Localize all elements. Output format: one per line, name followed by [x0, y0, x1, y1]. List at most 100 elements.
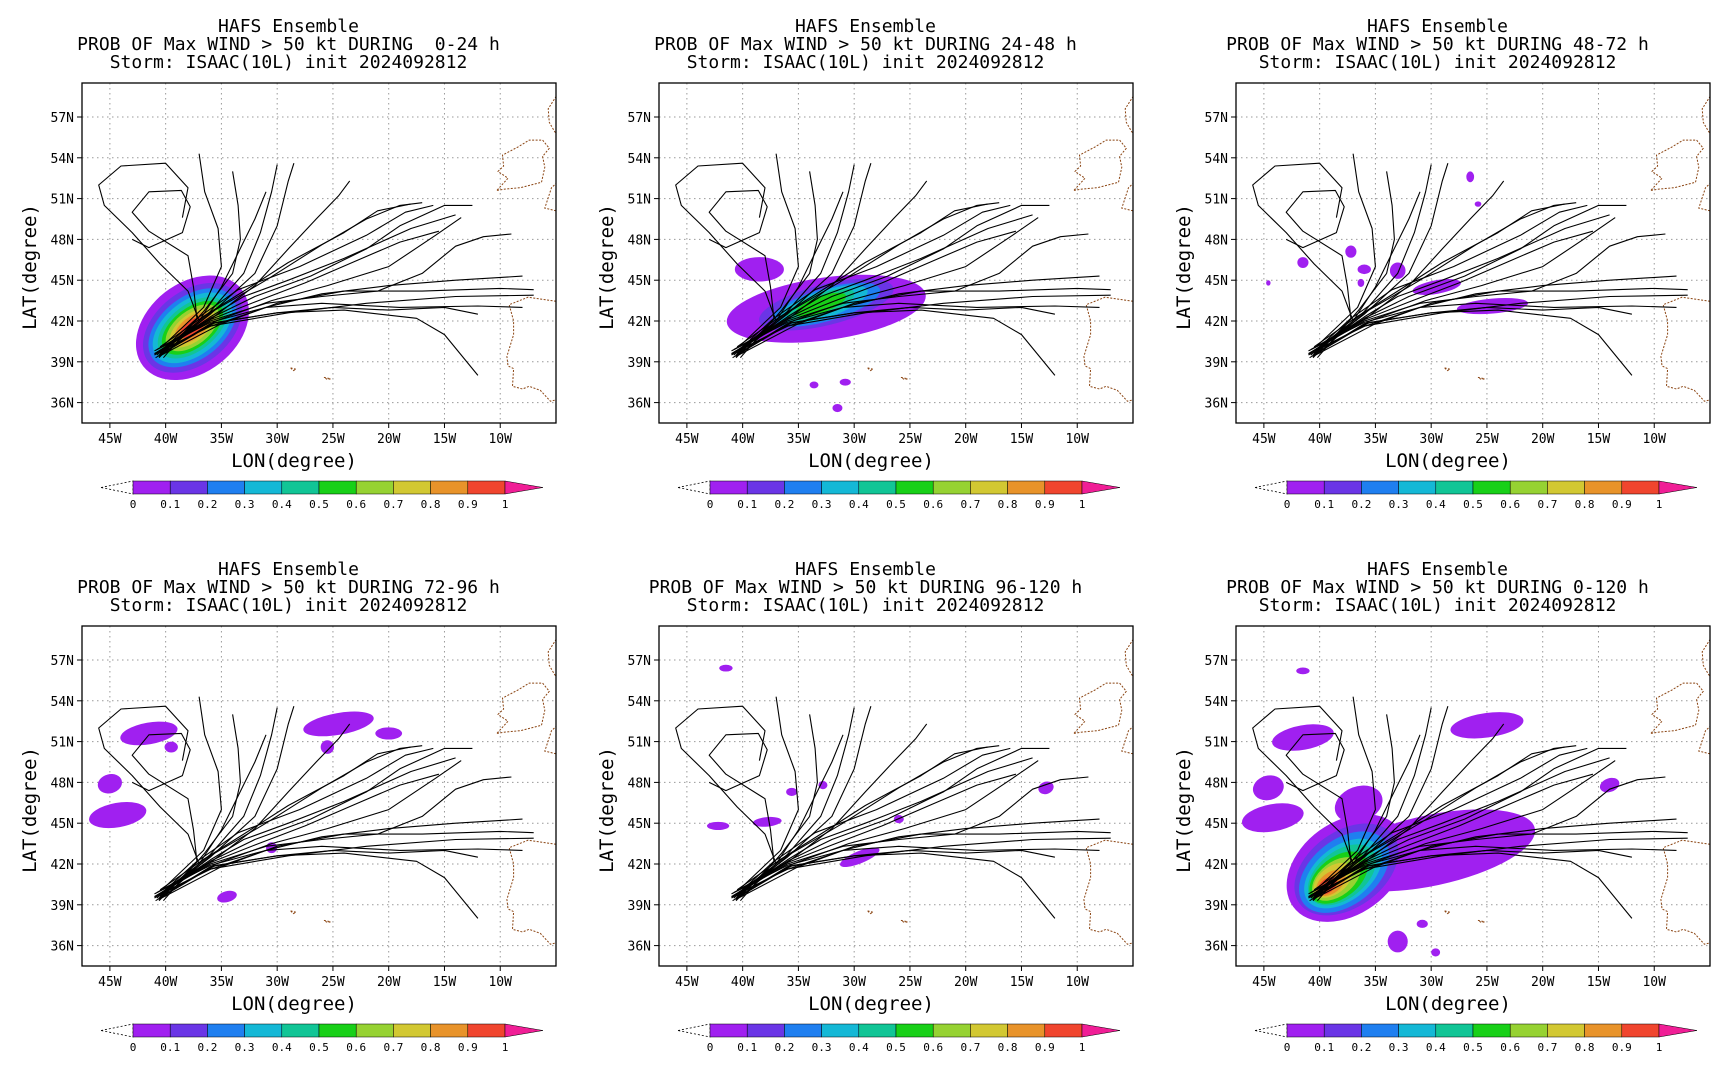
probability-shading	[89, 711, 403, 903]
panel-title-line: PROB OF Max WIND > 50 kt DURING 96-120 h	[648, 577, 1083, 598]
colorbar-swatch	[1361, 1023, 1399, 1038]
y-axis-label: LAT(degree)	[1173, 204, 1195, 330]
colorbar: 0 0.1 0.2 0.3 0.4 0.5 0.6 0.7 0.8 0.9 1	[677, 480, 1121, 511]
ensemble-track	[154, 302, 523, 352]
colorbar-label: 0.7	[383, 1041, 403, 1054]
y-tick-label: 45N	[51, 274, 74, 289]
ensemble-track	[163, 153, 222, 346]
panel-title-line: PROB OF Max WIND > 50 kt DURING 72-96 h	[77, 577, 500, 598]
x-tick-label: 40W	[731, 432, 755, 447]
ensemble-track	[131, 189, 198, 351]
y-tick-label: 54N	[628, 152, 651, 167]
probability-area	[752, 816, 782, 827]
ensemble-track	[156, 773, 440, 894]
x-tick-label: 10W	[1065, 432, 1089, 447]
x-tick-label: 20W	[377, 975, 401, 990]
colorbar-label: 0.1	[1314, 1041, 1334, 1054]
colorbar-swatch	[1286, 1023, 1325, 1038]
colorbar-label: 1	[1079, 1041, 1086, 1054]
x-tick-label: 20W	[377, 432, 401, 447]
colorbar-label: 0.1	[1314, 498, 1334, 511]
colorbar-swatch	[169, 1023, 208, 1038]
colorbar-swatch	[467, 1023, 506, 1038]
plot-frame	[658, 82, 1134, 424]
colorbar-swatch	[132, 1023, 171, 1038]
ensemble-track	[1313, 734, 1421, 898]
colorbar-swatch	[746, 480, 785, 495]
colorbar-label: 0.6	[923, 1041, 943, 1054]
probability-area	[809, 381, 819, 389]
probability-area	[734, 257, 784, 282]
panel-title-line: PROB OF Max WIND > 50 kt DURING 24-48 h	[654, 34, 1077, 55]
panel-title-line: Storm: ISAAC(10L) init 2024092812	[1258, 595, 1617, 616]
colorbar-swatch	[1044, 480, 1083, 495]
colorbar-swatch	[1472, 1023, 1511, 1038]
ensemble-track	[708, 189, 775, 351]
ensemble-track	[156, 776, 512, 896]
ensemble-track	[1308, 302, 1677, 352]
colorbar-label: 0	[130, 1041, 137, 1054]
colorbar-label: 0.9	[458, 1041, 478, 1054]
ensemble-tracks	[675, 696, 1111, 919]
probability-area	[1241, 803, 1304, 833]
probability-area	[1456, 297, 1529, 315]
colorbar-swatch	[1472, 480, 1511, 495]
y-tick-label: 36N	[628, 397, 651, 412]
y-tick-label: 57N	[1205, 111, 1228, 126]
ensemble-track	[1285, 189, 1352, 351]
y-tick-label: 51N	[51, 193, 74, 208]
y-tick-label: 51N	[628, 193, 651, 208]
colorbar-swatch	[895, 480, 934, 495]
colorbar-swatch	[1547, 480, 1585, 495]
probability-area	[1038, 781, 1054, 795]
x-tick-label: 15W	[433, 975, 457, 990]
ensemble-track	[1309, 837, 1688, 902]
colorbar-label: 0.4	[272, 1041, 292, 1054]
colorbar-swatch	[1398, 1023, 1437, 1038]
colorbar-label: 0.4	[1426, 1041, 1446, 1054]
ensemble-track	[1312, 760, 1616, 899]
y-tick-label: 36N	[51, 397, 74, 412]
colorbar-label: 0.5	[309, 1041, 329, 1054]
ensemble-track	[158, 747, 434, 902]
colorbar-label: 0.1	[737, 498, 757, 511]
probability-area	[1357, 264, 1371, 275]
probability-area	[795, 292, 847, 317]
colorbar-label: 0.9	[1612, 498, 1632, 511]
colorbar-label: 0.4	[1426, 498, 1446, 511]
probability-area	[706, 821, 730, 830]
colorbar-swatch	[932, 1023, 971, 1038]
ensemble-track	[158, 217, 462, 356]
ensemble-track	[1252, 705, 1354, 895]
x-tick-label: 15W	[1587, 432, 1611, 447]
colorbar-swatch	[207, 480, 245, 495]
colorbar-label: 0.9	[1612, 1041, 1632, 1054]
x-tick-label: 35W	[787, 432, 811, 447]
ensemble-tracks	[1252, 153, 1688, 376]
x-tick-label: 25W	[898, 432, 922, 447]
colorbar-swatch	[244, 1023, 283, 1038]
colorbar-swatch	[970, 1023, 1008, 1038]
probability-area	[1334, 785, 1383, 823]
x-tick-label: 15W	[1587, 975, 1611, 990]
ensemble-track	[737, 707, 855, 898]
y-tick-label: 39N	[1205, 899, 1228, 914]
probability-area	[1272, 724, 1334, 751]
ensemble-track	[735, 747, 1011, 902]
ensemble-track	[1308, 845, 1677, 895]
colorbar-swatch	[169, 480, 208, 495]
colorbar-swatch	[1509, 1023, 1548, 1038]
x-tick-label: 40W	[154, 975, 178, 990]
y-axis-label: LAT(degree)	[596, 204, 618, 330]
colorbar-label: 0.7	[960, 1041, 980, 1054]
colorbar-swatch	[430, 480, 469, 495]
y-axis-label: LAT(degree)	[1173, 747, 1195, 873]
y-tick-label: 48N	[628, 233, 651, 248]
probability-shading	[1266, 171, 1529, 315]
ensemble-track	[154, 214, 456, 356]
y-tick-label: 48N	[628, 776, 651, 791]
ensemble-track	[154, 845, 523, 895]
y-tick-label: 48N	[1205, 776, 1228, 791]
colorbar-label: 0.8	[998, 498, 1018, 511]
colorbar-swatch	[709, 480, 748, 495]
